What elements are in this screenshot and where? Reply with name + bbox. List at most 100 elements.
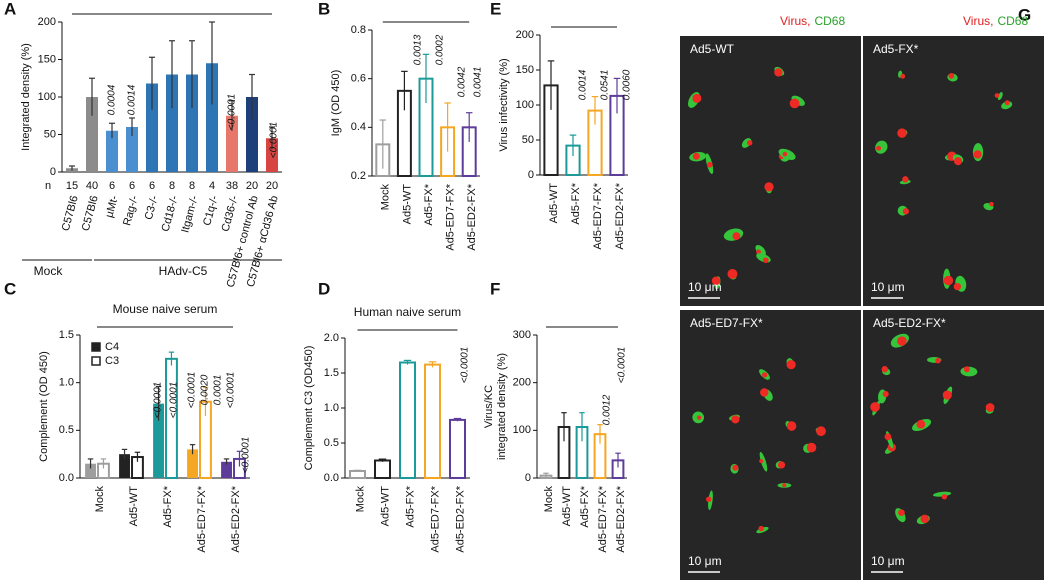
virus-signal: [897, 336, 907, 346]
y-tick-label: 0.5: [59, 424, 74, 436]
virus-signal: [731, 415, 740, 424]
y-tick-label: 0.8: [351, 24, 366, 36]
tile-title: Ad5-FX*: [873, 42, 919, 56]
virus-signal: [816, 426, 826, 437]
y-tick-label: 150: [516, 64, 534, 76]
y-tick-label: 2.0: [324, 332, 339, 344]
bar: [86, 97, 98, 172]
bar: [146, 83, 158, 172]
p-value: 0.0002: [435, 34, 446, 65]
n-label: 38: [226, 180, 238, 192]
n-label: 6: [109, 180, 115, 192]
virus-signal: [989, 201, 994, 207]
x-tick-label: Ad5-ED7-FX*: [597, 485, 609, 552]
virus-signal: [953, 282, 962, 291]
x-tick-label: µMt-: [103, 194, 120, 219]
bar: [153, 403, 164, 478]
bar: [221, 461, 232, 478]
cd68-signal: [997, 91, 1003, 101]
p-value: <0.0001: [227, 94, 238, 130]
virus-signal: [935, 357, 941, 364]
virus-signal: [920, 514, 929, 524]
y-tick-label: 0.0: [324, 472, 339, 484]
x-tick-label: Ad5-ED7-FX*: [196, 485, 208, 552]
n-label: 15: [66, 180, 78, 192]
virus-signal: [870, 402, 880, 412]
bar: [449, 418, 466, 479]
virus-signal: [953, 157, 963, 166]
y-tick-label: 200: [38, 16, 56, 28]
virus-signal: [711, 276, 721, 286]
x-tick-label: Ad5-FX*: [404, 485, 416, 527]
x-tick-label: Mock: [380, 184, 392, 211]
group-label: Mock: [34, 264, 64, 278]
p-value: 0.0042: [457, 66, 468, 97]
virus-signal: [759, 458, 764, 464]
header-cd68: CD68: [997, 14, 1028, 28]
p-value: <0.0001: [169, 382, 180, 418]
header-virus: Virus: [963, 14, 990, 28]
virus-signal: [732, 464, 739, 471]
y-tick-label: 50: [44, 128, 56, 140]
n-title: n: [45, 180, 51, 192]
header: Virus, CD68: [963, 14, 1028, 28]
virus-signal: [746, 140, 753, 146]
bar: [106, 130, 118, 172]
y-tick-label: 150: [38, 53, 56, 65]
cd68-signal: [755, 244, 766, 256]
virus-signal: [994, 93, 1000, 98]
x-tick-label: Itgam-/-: [179, 194, 200, 234]
p-value: 0.0013: [413, 34, 424, 65]
y-axis-label: Complement C3 (OD450): [303, 346, 315, 471]
n-label: 4: [209, 180, 215, 192]
virus-signal: [973, 150, 982, 159]
x-tick-label: Mock: [543, 486, 555, 513]
header: Virus, CD68: [780, 14, 845, 28]
virus-signal: [881, 366, 889, 373]
x-tick-label: Ad5-ED2-FX*: [454, 485, 466, 552]
bar: [349, 470, 366, 479]
y-axis-label: Integrated density (%): [20, 43, 32, 151]
virus-signal: [942, 390, 952, 400]
bar: [186, 74, 198, 172]
virus-signal: [706, 496, 712, 503]
p-value: <0.0001: [241, 437, 252, 473]
virus-signal: [963, 366, 970, 373]
y-axis-label: Virus/KC: [483, 385, 495, 428]
panel-label: G: [1018, 5, 1031, 24]
bar: [166, 74, 178, 172]
x-tick-label: Ad5-ED2-FX*: [615, 485, 627, 552]
virus-signal: [782, 151, 788, 157]
p-value: <0.0001: [153, 382, 164, 418]
virus-signal: [897, 128, 907, 138]
virus-signal: [898, 509, 905, 517]
y-tick-label: 100: [513, 424, 531, 436]
scale-label: 10 μm: [871, 280, 905, 294]
n-label: 6: [129, 180, 135, 192]
n-label: 6: [149, 180, 155, 192]
tile-title: Ad5-ED7-FX*: [690, 316, 763, 330]
virus-signal: [727, 268, 738, 279]
bar: [85, 463, 96, 478]
y-tick-label: 0.2: [351, 170, 366, 182]
virus-signal: [902, 176, 909, 183]
virus-signal: [902, 208, 910, 215]
tile-title: Ad5-WT: [690, 42, 735, 56]
panel-label: F: [490, 279, 500, 298]
virus-signal: [692, 93, 702, 103]
panel-label: B: [318, 0, 330, 18]
x-tick-label: Ad5-ED7-FX*: [592, 182, 604, 249]
virus-signal: [756, 249, 761, 255]
p-value: <0.0001: [460, 347, 471, 383]
p-value: 0.0060: [622, 69, 633, 100]
x-tick-label: Ad5-ED2-FX*: [466, 183, 478, 250]
y-tick-label: 100: [516, 99, 534, 111]
x-tick-label: C57Bl6: [60, 194, 81, 232]
p-value: 0.0541: [600, 70, 611, 101]
y-tick-label: 0: [525, 472, 531, 484]
bar: [424, 363, 441, 480]
y-axis-label: Virus infectivity (%): [498, 58, 510, 151]
x-tick-label: Mock: [354, 486, 366, 513]
legend-label: C4: [105, 341, 119, 353]
